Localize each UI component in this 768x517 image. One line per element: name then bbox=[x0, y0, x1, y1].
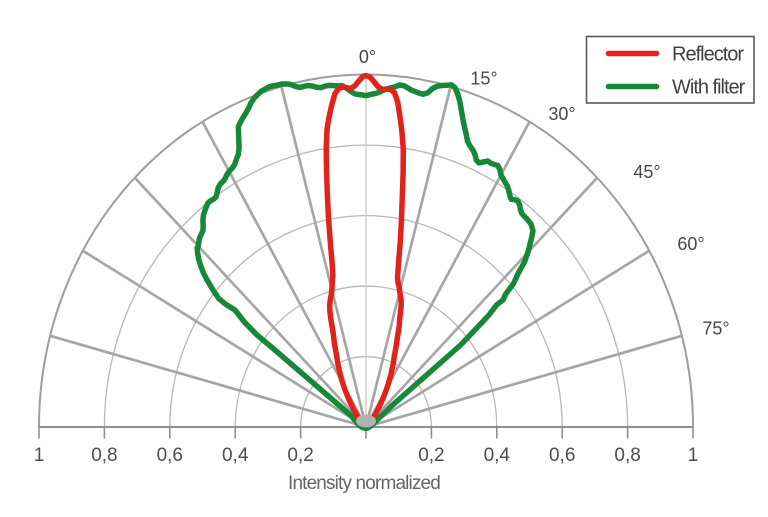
svg-text:0,2: 0,2 bbox=[287, 445, 313, 466]
svg-text:0,6: 0,6 bbox=[549, 445, 575, 466]
svg-text:60°: 60° bbox=[677, 234, 704, 254]
svg-text:Reflector: Reflector bbox=[672, 44, 744, 66]
svg-text:15°: 15° bbox=[470, 69, 497, 89]
svg-text:30°: 30° bbox=[548, 104, 575, 124]
svg-text:0,8: 0,8 bbox=[614, 445, 640, 466]
svg-text:Intensity normalized: Intensity normalized bbox=[288, 473, 440, 494]
svg-text:75°: 75° bbox=[702, 319, 729, 339]
svg-text:0°: 0° bbox=[359, 47, 376, 67]
svg-text:0,4: 0,4 bbox=[484, 445, 511, 466]
svg-text:0,8: 0,8 bbox=[91, 445, 117, 466]
svg-text:1: 1 bbox=[34, 445, 45, 466]
svg-text:0,2: 0,2 bbox=[418, 445, 444, 466]
svg-text:1: 1 bbox=[688, 445, 699, 466]
svg-text:0,6: 0,6 bbox=[157, 445, 183, 466]
svg-text:45°: 45° bbox=[633, 162, 660, 182]
svg-text:With filter: With filter bbox=[672, 77, 746, 99]
svg-text:0,4: 0,4 bbox=[222, 445, 249, 466]
